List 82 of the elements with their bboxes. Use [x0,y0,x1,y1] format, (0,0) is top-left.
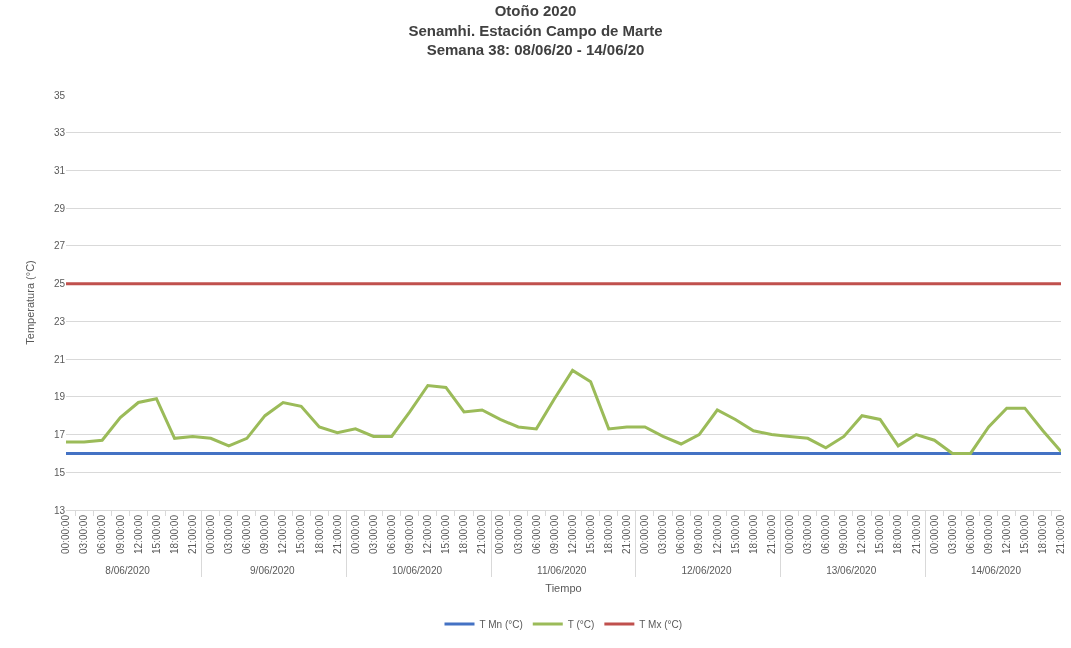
x-tick-label: 18:00:00 [747,514,759,554]
x-tick-label: 06:00:00 [241,514,253,554]
y-tick-label: 31 [53,164,66,176]
x-tick-label: 18:00:00 [892,514,904,554]
y-tick-label: 23 [53,315,66,327]
x-tick-label: 00:00:00 [349,514,361,554]
x-tick-label: 00:00:00 [928,514,940,554]
line-series [66,368,1061,455]
x-tick-label: 21:00:00 [476,514,488,554]
y-axis-title: Temperatura (°C) [24,260,36,345]
text: 12/06/2020 [681,565,732,577]
text: 8/06/2020 [105,565,151,577]
x-tick-label: 15:00:00 [874,514,886,554]
y-tick-label: 33 [53,127,66,139]
x-tick-label: 06:00:00 [675,514,687,554]
x-tick-label: 00:00:00 [60,514,72,554]
x-tick-label: 03:00:00 [801,514,813,554]
x-tick-label: 03:00:00 [512,514,524,554]
x-tick-label: 03:00:00 [946,514,958,554]
x-tick-label: 21:00:00 [765,514,777,554]
x-tick-label: 03:00:00 [78,514,90,554]
x-tick-label: 03:00:00 [367,514,379,554]
x-tick-label: 12:00:00 [1000,514,1012,554]
x-tick-label: 09:00:00 [548,514,560,554]
y-tick-label: 19 [53,391,66,403]
x-tick-label: 09:00:00 [259,514,271,554]
x-tick-label: 15:00:00 [440,514,452,554]
y-tick-label: 35 [53,89,66,101]
x-tick-label: 18:00:00 [313,514,325,554]
x-tick-label: 15:00:00 [150,514,162,554]
y-tick-label: 21 [53,353,66,365]
text: 13/06/2020 [826,565,877,577]
y-tick-label: 25 [53,278,66,290]
x-tick-label: 09:00:00 [982,514,994,554]
y-tick-label: 15 [53,466,66,478]
x-axis-title: Tiempo [545,582,582,595]
x-tick-label: 21:00:00 [1055,514,1067,554]
chart-title: Otoño 2020 Senamhi. Estación Campo de Marte Semana 38: 08/06/20 - 14/06/20 [408,2,663,59]
x-tick-label: 06:00:00 [96,514,108,554]
x-tick-label: 03:00:00 [657,514,669,554]
x-tick-label: 12:00:00 [711,514,723,554]
x-tick-label: 18:00:00 [1037,514,1049,554]
x-tick-label: 15:00:00 [1019,514,1031,554]
x-tick-label: 18:00:00 [602,514,614,554]
x-tick-label: 21:00:00 [910,514,922,554]
x-tick-label: 18:00:00 [458,514,470,554]
y-tick-label: 13 [53,504,66,516]
x-tick-label: 12:00:00 [277,514,289,554]
x-tick-label: 12:00:00 [566,514,578,554]
y-tick-label: 29 [53,202,66,214]
x-tick-label: 21:00:00 [621,514,633,554]
x-tick-label: 06:00:00 [385,514,397,554]
x-tick-label: 00:00:00 [639,514,651,554]
x-tick-label: 09:00:00 [693,514,705,554]
x-tick-label: 12:00:00 [422,514,434,554]
y-tick-label: 17 [53,429,66,441]
x-tick-label: 12:00:00 [132,514,144,554]
text: 10/06/2020 [391,565,443,577]
x-tick-label: 21:00:00 [331,514,343,554]
x-tick-label: 12:00:00 [856,514,868,554]
text: 11/06/2020 [537,565,587,577]
x-tick-label: 09:00:00 [403,514,415,554]
legend-label: T Mn (°C) [479,619,523,630]
x-tick-label: 00:00:00 [783,514,795,554]
x-tick-label: 15:00:00 [584,514,596,554]
x-tick-label: 06:00:00 [964,514,976,554]
legend-label: T Mx (°C) [639,619,683,630]
x-tick-label: 18:00:00 [168,514,180,554]
x-tick-label: 09:00:00 [838,514,850,554]
x-tick-label: 09:00:00 [114,514,126,554]
y-tick-label: 27 [53,240,66,252]
x-tick-label: 21:00:00 [186,514,198,554]
x-tick-label: 03:00:00 [223,514,235,554]
x-tick-label: 15:00:00 [729,514,741,554]
x-tick-label: 06:00:00 [820,514,832,554]
x-tick-label: 00:00:00 [204,514,216,554]
x-tick-label: 00:00:00 [494,514,506,554]
text: 9/06/2020 [250,565,295,577]
x-tick-label: 06:00:00 [530,514,542,554]
legend-label: T (°C) [567,619,595,630]
text: 14/06/2020 [970,565,1022,577]
x-tick-label: 15:00:00 [295,514,307,554]
